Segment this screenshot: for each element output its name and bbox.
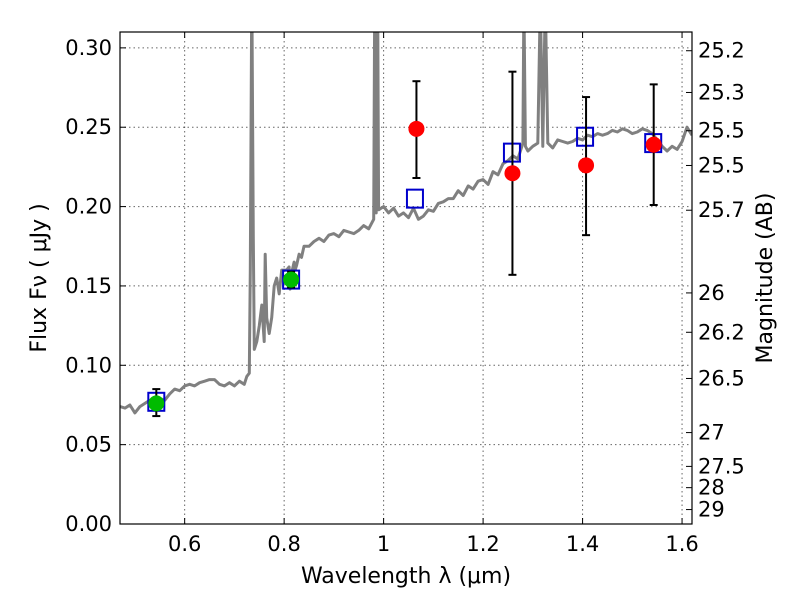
y-tick-label: 0.20 bbox=[65, 195, 112, 219]
observed-nir-point bbox=[578, 157, 595, 174]
y2-tick-label: 27.5 bbox=[698, 454, 745, 478]
observed-nir-point bbox=[408, 120, 425, 137]
y2-tick-label: 25.7 bbox=[698, 198, 745, 222]
y2-axis-label: Magnitude (AB) bbox=[753, 193, 778, 364]
y-tick-label: 0.05 bbox=[65, 433, 112, 457]
y-tick-label: 0.10 bbox=[65, 353, 112, 377]
observed-nir-point bbox=[504, 165, 521, 182]
model-photometry-square bbox=[405, 188, 424, 209]
y2-tick-label: 25.3 bbox=[698, 80, 745, 104]
y2-tick-label: 28 bbox=[698, 476, 725, 500]
x-tick-label: 0.6 bbox=[168, 532, 201, 556]
x-axis-label: Wavelength λ (μm) bbox=[301, 564, 511, 589]
observed-nir-point bbox=[645, 136, 662, 153]
observed-optical-point bbox=[283, 271, 300, 288]
y2-tick-label: 25.5 bbox=[698, 153, 745, 177]
observed-optical-point bbox=[148, 395, 165, 412]
y2-tick-label: 25.5 bbox=[698, 119, 745, 143]
x-tick-label: 0.8 bbox=[267, 532, 300, 556]
x-tick-label: 1.6 bbox=[665, 532, 698, 556]
x-tick-label: 1.2 bbox=[466, 532, 499, 556]
plot-frame bbox=[119, 31, 693, 525]
y2-tick-label: 25.2 bbox=[698, 39, 745, 63]
y2-tick-label: 26 bbox=[698, 281, 725, 305]
y-tick-label: 0.30 bbox=[65, 36, 112, 60]
y2-tick-label: 27 bbox=[698, 421, 725, 445]
y2-tick-label: 26.2 bbox=[698, 320, 745, 344]
y-axis-label: Flux Fν ( μJy ) bbox=[27, 203, 52, 352]
y2-tick-label: 29 bbox=[698, 498, 725, 522]
plot-background bbox=[120, 32, 692, 524]
y-tick-label: 0.00 bbox=[65, 512, 112, 536]
x-tick-label: 1 bbox=[377, 532, 390, 556]
y-tick-label: 0.25 bbox=[65, 115, 112, 139]
y2-tick-label: 26.5 bbox=[698, 366, 745, 390]
x-tick-label: 1.4 bbox=[566, 532, 599, 556]
y-tick-label: 0.15 bbox=[65, 274, 112, 298]
axis-ticks: 0.6 0.8 1 1.2 1.4 1.6 0.00 0.05 0.10 0.15 0.20 0.25… bbox=[65, 32, 745, 556]
photometry-marker-layer bbox=[147, 70, 663, 418]
